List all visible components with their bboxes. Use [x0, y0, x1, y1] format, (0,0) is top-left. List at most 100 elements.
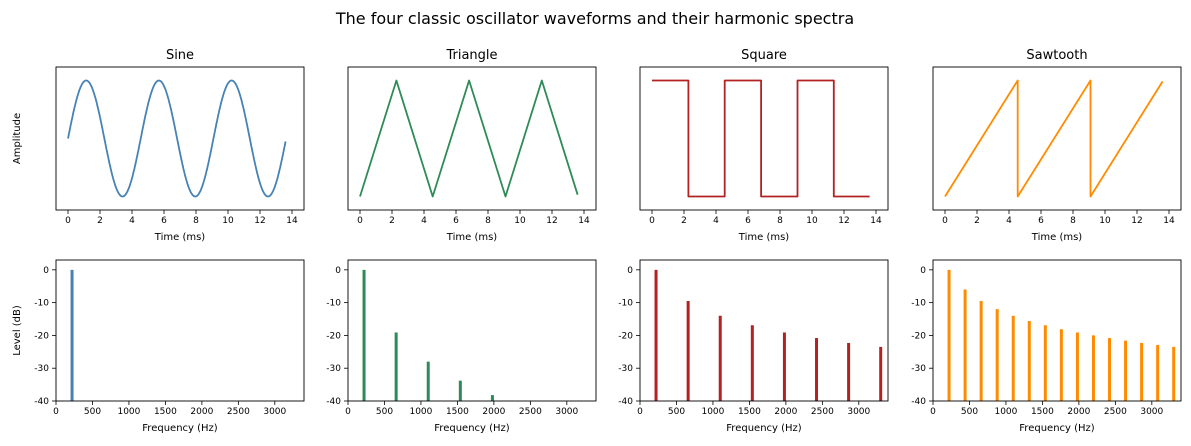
x-axis-label: Frequency (Hz) — [434, 423, 510, 434]
panel-7: 0 500 1000 1500 2000 2500 3000 0 -10 -20 -30 -40 Fre… — [618, 259, 889, 434]
x-tick-label: 1500 — [738, 407, 761, 417]
x-tick-label: 500 — [961, 407, 978, 417]
y-tick-label: -30 — [911, 364, 926, 374]
panel-title: Sine — [166, 48, 194, 63]
axes-frame — [639, 259, 889, 402]
panel-title: Sawtooth — [1026, 48, 1087, 63]
y-tick-label: -30 — [618, 364, 633, 374]
y-tick-label: -40 — [326, 397, 341, 407]
panel-2: 0 2 4 6 8 10 12 14 Triangle Time (ms) — [347, 48, 597, 243]
x-tick-label: 0 — [930, 407, 936, 417]
x-tick-label: 6 — [745, 216, 751, 226]
x-tick-label: 0 — [53, 407, 59, 417]
y-tick-label: -40 — [911, 397, 926, 407]
x-tick-label: 4 — [129, 216, 135, 226]
x-axis-label: Time (ms) — [154, 232, 206, 243]
x-tick-label: 4 — [713, 216, 719, 226]
panel-4: 0 2 4 6 8 10 12 14 Sawtooth Time (ms) — [932, 48, 1182, 243]
panel-3: 0 2 4 6 8 10 12 14 Square Time (ms) — [639, 48, 889, 243]
y-tick-label: -20 — [911, 331, 926, 341]
y-tick-label: 0 — [335, 266, 341, 276]
y-tick-label: 0 — [920, 266, 926, 276]
x-tick-label: 1500 — [154, 407, 177, 417]
x-tick-label: 3000 — [847, 407, 870, 417]
x-tick-label: 1000 — [117, 407, 140, 417]
x-tick-label: 0 — [65, 216, 71, 226]
x-tick-label: 14 — [870, 216, 882, 226]
x-tick-label: 6 — [1038, 216, 1044, 226]
x-axis-label: Time (ms) — [738, 232, 790, 243]
axes-frame — [347, 259, 597, 402]
x-tick-label: 2500 — [227, 407, 250, 417]
x-tick-label: 2 — [97, 216, 103, 226]
x-tick-label: 500 — [668, 407, 685, 417]
triangle-wave-line — [359, 79, 579, 198]
x-tick-label: 8 — [193, 216, 199, 226]
x-tick-label: 500 — [84, 407, 101, 417]
x-tick-label: 14 — [1163, 216, 1175, 226]
x-axis-label: Time (ms) — [446, 232, 498, 243]
x-tick-label: 2000 — [1067, 407, 1090, 417]
square-wave-line — [652, 79, 870, 198]
x-tick-label: 1000 — [701, 407, 724, 417]
y-axis-label: Amplitude — [12, 113, 23, 164]
x-tick-label: 0 — [942, 216, 948, 226]
x-tick-label: 0 — [345, 407, 351, 417]
x-axis-label: Frequency (Hz) — [726, 423, 802, 434]
x-tick-label: 4 — [421, 216, 427, 226]
panel-title: Triangle — [445, 48, 497, 63]
x-tick-label: 10 — [514, 216, 526, 226]
axes-frame — [55, 259, 305, 402]
figure-title: The four classic oscillator waveforms an… — [335, 9, 854, 28]
axes-frame — [347, 66, 597, 211]
x-tick-label: 14 — [286, 216, 298, 226]
axes-frame — [639, 66, 889, 211]
y-tick-label: -20 — [326, 331, 341, 341]
x-tick-label: 3000 — [263, 407, 286, 417]
x-tick-label: 2500 — [519, 407, 542, 417]
panel-title: Square — [741, 48, 787, 63]
x-tick-label: 4 — [1006, 216, 1012, 226]
x-tick-label: 2 — [974, 216, 980, 226]
x-tick-label: 3000 — [555, 407, 578, 417]
x-tick-label: 1500 — [446, 407, 469, 417]
x-tick-label: 1500 — [1031, 407, 1054, 417]
x-tick-label: 12 — [546, 216, 557, 226]
x-tick-label: 14 — [578, 216, 590, 226]
x-tick-label: 6 — [161, 216, 167, 226]
y-tick-label: -30 — [326, 364, 341, 374]
x-tick-label: 8 — [485, 216, 491, 226]
axes-frame — [55, 66, 305, 211]
y-axis-label: Level (dB) — [12, 305, 23, 356]
x-tick-label: 10 — [806, 216, 818, 226]
x-tick-label: 2000 — [190, 407, 213, 417]
x-tick-label: 2000 — [482, 407, 505, 417]
x-tick-label: 12 — [254, 216, 265, 226]
x-tick-label: 2500 — [1104, 407, 1127, 417]
x-tick-label: 0 — [637, 407, 643, 417]
x-tick-label: 12 — [838, 216, 849, 226]
x-tick-label: 8 — [777, 216, 783, 226]
x-tick-label: 2000 — [774, 407, 797, 417]
panel-6: 0 500 1000 1500 2000 2500 3000 0 -10 -20 -30 -40 Fre… — [326, 259, 597, 434]
y-tick-label: -10 — [326, 299, 341, 309]
y-tick-label: -40 — [618, 397, 633, 407]
x-tick-label: 10 — [222, 216, 234, 226]
x-axis-label: Time (ms) — [1031, 232, 1083, 243]
axes-frame — [932, 259, 1182, 402]
x-tick-label: 6 — [453, 216, 459, 226]
axes-frame — [932, 66, 1182, 211]
y-tick-label: -30 — [34, 364, 49, 374]
x-axis-label: Frequency (Hz) — [142, 423, 218, 434]
sine-wave-line — [67, 79, 287, 198]
x-tick-label: 2500 — [811, 407, 834, 417]
x-tick-label: 3000 — [1140, 407, 1163, 417]
panels: 0 2 4 6 8 10 12 14 Sine Time (ms) Amplitude 0 2 4 6 8 10… — [12, 48, 1182, 434]
y-tick-label: -10 — [34, 299, 49, 309]
x-tick-label: 500 — [376, 407, 393, 417]
x-tick-label: 0 — [357, 216, 363, 226]
x-tick-label: 12 — [1131, 216, 1142, 226]
y-tick-label: -20 — [34, 331, 49, 341]
y-tick-label: -40 — [34, 397, 49, 407]
